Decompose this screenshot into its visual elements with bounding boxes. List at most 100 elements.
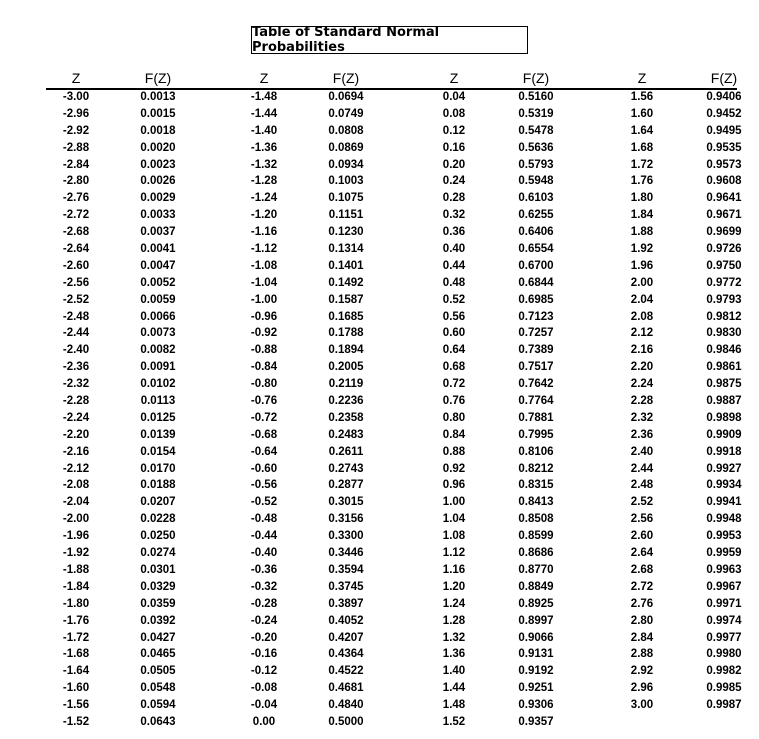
z-value: 0.44 xyxy=(442,259,466,272)
table-row: -1.52 0.0643 xyxy=(38,715,198,732)
table-row: 2.40 0.9918 xyxy=(604,445,759,462)
table-row: -2.92 0.0018 xyxy=(38,124,198,141)
z-value: -0.72 xyxy=(250,411,278,424)
table-column-group: Z F(Z) -3.00 0.0013 -2.96 0.0015 -2.92 0.0018 -2… xyxy=(38,70,198,732)
table-row: -0.44 0.3300 xyxy=(226,529,386,546)
table-row: 1.20 0.8849 xyxy=(416,580,576,597)
probability-value: 0.9875 xyxy=(706,378,742,391)
table-row: 0.96 0.8315 xyxy=(416,478,576,495)
table-row: -2.04 0.0207 xyxy=(38,495,198,512)
z-value: 2.28 xyxy=(630,395,654,408)
table-row: -2.40 0.0082 xyxy=(38,343,198,360)
table-row: 0.76 0.7764 xyxy=(416,394,576,411)
probability-value: 0.8997 xyxy=(518,614,554,627)
probability-value: 0.9357 xyxy=(518,715,554,728)
table-row: 2.84 0.9977 xyxy=(604,631,759,648)
table-row: -1.48 0.0694 xyxy=(226,90,386,107)
table-row: 1.12 0.8686 xyxy=(416,546,576,563)
probability-value: 0.6700 xyxy=(518,259,554,272)
z-value: -1.76 xyxy=(62,614,90,627)
z-value: 2.76 xyxy=(630,597,654,610)
table-row: -1.40 0.0808 xyxy=(226,124,386,141)
z-value: -0.32 xyxy=(250,580,278,593)
table-row: 1.96 0.9750 xyxy=(604,259,759,276)
z-value: -2.16 xyxy=(62,445,90,458)
z-value: 1.32 xyxy=(442,631,466,644)
z-value: -0.56 xyxy=(250,479,278,492)
probability-value: 0.9066 xyxy=(518,631,554,644)
probability-value: 0.9793 xyxy=(706,293,742,306)
table-row: 2.68 0.9963 xyxy=(604,563,759,580)
probability-value: 0.3897 xyxy=(328,597,364,610)
table-row: 0.04 0.5160 xyxy=(416,90,576,107)
z-value: 2.36 xyxy=(630,428,654,441)
table-row: -1.16 0.1230 xyxy=(226,225,386,242)
table-row: 0.84 0.7995 xyxy=(416,428,576,445)
probability-value: 0.8413 xyxy=(518,496,554,509)
probability-value: 0.8770 xyxy=(518,563,554,576)
table-row: -2.32 0.0102 xyxy=(38,377,198,394)
z-value: 1.12 xyxy=(442,547,466,560)
table-row: 1.56 0.9406 xyxy=(604,90,759,107)
column-header: Z F(Z) xyxy=(604,70,759,88)
probability-value: 0.9927 xyxy=(706,462,742,475)
table-row: -2.96 0.0015 xyxy=(38,107,198,124)
probability-value: 0.1075 xyxy=(328,192,364,205)
z-value: 1.44 xyxy=(442,682,466,695)
z-value: 1.48 xyxy=(442,699,466,712)
table-column-group: Z F(Z) -1.48 0.0694 -1.44 0.0749 -1.40 0.0808 -1… xyxy=(226,70,386,732)
table-row: -1.24 0.1075 xyxy=(226,191,386,208)
probability-value: 0.0427 xyxy=(140,631,176,644)
probability-value: 0.9671 xyxy=(706,209,742,222)
z-value: 2.20 xyxy=(630,361,654,374)
z-value: 0.92 xyxy=(442,462,466,475)
z-header: Z xyxy=(449,70,459,86)
z-value: -0.20 xyxy=(250,631,278,644)
z-value: 2.08 xyxy=(630,310,654,323)
probability-value: 0.0015 xyxy=(140,107,176,120)
probability-value: 0.8212 xyxy=(518,462,554,475)
table-row: -0.68 0.2483 xyxy=(226,428,386,445)
probability-value: 0.0029 xyxy=(140,192,176,205)
z-value: 0.76 xyxy=(442,395,466,408)
z-value: 0.60 xyxy=(442,327,466,340)
probability-value: 0.0013 xyxy=(140,91,176,103)
z-value: -0.04 xyxy=(250,699,278,712)
table-column-group: Z F(Z) 0.04 0.5160 0.08 0.5319 0.12 0.5478 0.16 0… xyxy=(416,70,576,732)
table-row: 0.44 0.6700 xyxy=(416,259,576,276)
table-row: -1.60 0.0548 xyxy=(38,681,198,698)
z-value: -2.40 xyxy=(62,344,90,357)
table-row: -0.80 0.2119 xyxy=(226,377,386,394)
table-row: -0.48 0.3156 xyxy=(226,512,386,529)
z-value: -2.04 xyxy=(62,496,90,509)
z-value: 0.96 xyxy=(442,479,466,492)
probability-value: 0.0052 xyxy=(140,276,176,289)
table-row: -2.28 0.0113 xyxy=(38,394,198,411)
z-value: 0.04 xyxy=(442,91,466,103)
probability-value: 0.6844 xyxy=(518,276,554,289)
table-row: -1.68 0.0465 xyxy=(38,647,198,664)
table-row: -1.88 0.0301 xyxy=(38,563,198,580)
fz-header: F(Z) xyxy=(332,70,360,86)
probability-value: 0.9898 xyxy=(706,411,742,424)
probability-value: 0.9726 xyxy=(706,243,742,256)
probability-value: 0.1151 xyxy=(328,209,364,222)
probability-value: 0.0643 xyxy=(140,715,176,728)
z-value: -2.20 xyxy=(62,428,90,441)
probability-value: 0.5319 xyxy=(518,107,554,120)
z-value: -1.28 xyxy=(250,175,278,188)
probability-value: 0.9192 xyxy=(518,665,554,678)
z-value: 0.52 xyxy=(442,293,466,306)
fz-header: F(Z) xyxy=(144,70,172,86)
z-value: -0.48 xyxy=(250,513,278,526)
probability-value: 0.9573 xyxy=(706,158,742,171)
probability-value: 0.7881 xyxy=(518,411,554,424)
z-value: 1.72 xyxy=(630,158,654,171)
table-row: 1.16 0.8770 xyxy=(416,563,576,580)
z-value: 2.68 xyxy=(630,563,654,576)
probability-value: 0.5160 xyxy=(518,91,554,103)
table-row: 0.24 0.5948 xyxy=(416,174,576,191)
probability-value: 0.0505 xyxy=(140,665,176,678)
table-row: 2.60 0.9953 xyxy=(604,529,759,546)
z-value: -1.20 xyxy=(250,209,278,222)
